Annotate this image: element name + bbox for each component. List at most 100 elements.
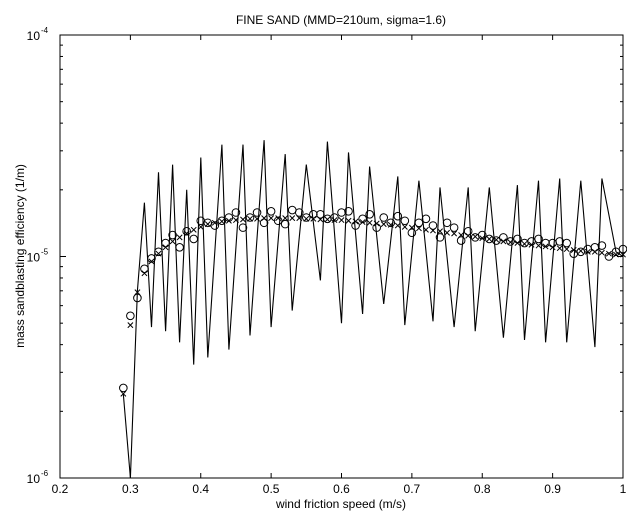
y-tick-exponent: -4 bbox=[41, 26, 49, 35]
cross-marker bbox=[225, 217, 232, 224]
cross-marker bbox=[451, 230, 458, 237]
circle-marker bbox=[126, 311, 135, 321]
x-tick-label: 0.9 bbox=[544, 482, 561, 496]
cross-marker bbox=[373, 220, 380, 227]
cross-marker bbox=[232, 217, 239, 224]
circle-marker bbox=[442, 218, 452, 228]
cross-marker bbox=[486, 236, 493, 242]
circle-marker bbox=[273, 216, 283, 226]
x-tick-label: 0.8 bbox=[474, 482, 491, 496]
cross-marker bbox=[310, 215, 317, 222]
circle-marker bbox=[330, 213, 339, 222]
cross-marker bbox=[268, 215, 275, 222]
x-tick-label: 0.4 bbox=[192, 482, 209, 496]
x-tick-label: 1 bbox=[620, 482, 627, 496]
circle-marker bbox=[252, 208, 262, 217]
circle-marker bbox=[238, 223, 248, 232]
cross-marker bbox=[190, 226, 197, 233]
circle-marker bbox=[597, 241, 607, 250]
x-tick-label: 0.3 bbox=[122, 482, 139, 496]
circle-marker bbox=[344, 206, 353, 216]
circle-marker bbox=[428, 221, 438, 230]
cross-marker bbox=[577, 247, 584, 254]
cross-marker bbox=[338, 217, 345, 224]
cross-marker bbox=[479, 235, 486, 242]
cross-marker bbox=[549, 244, 556, 251]
circle-marker bbox=[210, 221, 220, 230]
cross-marker bbox=[563, 246, 570, 253]
circle-marker bbox=[182, 226, 191, 236]
y-tick-label: 10 bbox=[27, 29, 41, 43]
circle-marker bbox=[217, 216, 227, 226]
circle-marker bbox=[456, 236, 466, 245]
cross-marker bbox=[556, 245, 563, 252]
circle-marker bbox=[379, 213, 389, 222]
circle-marker bbox=[393, 211, 403, 221]
circle-marker bbox=[400, 216, 410, 226]
circle-marker bbox=[189, 234, 199, 244]
x-tick-label: 0.5 bbox=[263, 482, 280, 496]
cross-marker bbox=[437, 228, 443, 235]
circle-marker bbox=[414, 218, 424, 228]
cross-marker bbox=[169, 238, 176, 245]
y-tick-label: 10 bbox=[27, 251, 41, 265]
plot-background bbox=[60, 35, 623, 478]
cross-marker bbox=[127, 322, 134, 329]
cross-marker bbox=[584, 248, 591, 255]
circle-marker bbox=[386, 218, 396, 228]
cross-marker bbox=[254, 215, 261, 222]
cross-marker bbox=[408, 224, 415, 231]
cross-marker bbox=[493, 236, 500, 243]
chart-title: FINE SAND (MMD=210um, sigma=1.6) bbox=[236, 13, 446, 27]
cross-marker bbox=[296, 215, 303, 222]
x-tick-label: 0.7 bbox=[404, 482, 421, 496]
cross-marker bbox=[345, 217, 352, 224]
cross-marker bbox=[591, 248, 598, 255]
circle-marker bbox=[259, 218, 269, 228]
cross-marker bbox=[415, 225, 422, 232]
x-axis: 0.2 0.3 0.4 0.5 0.6 0.7 0.8 0.9 1 bbox=[52, 35, 627, 496]
circle-marker bbox=[449, 223, 459, 232]
cross-marker bbox=[387, 221, 394, 228]
cross-marker bbox=[535, 242, 542, 249]
series-line bbox=[122, 140, 624, 479]
cross-marker bbox=[598, 249, 605, 256]
circle-marker bbox=[119, 383, 128, 393]
cross-marker bbox=[240, 216, 246, 223]
cross-marker bbox=[211, 219, 218, 226]
cross-marker bbox=[422, 226, 429, 233]
data-marks bbox=[119, 140, 627, 479]
cross-marker bbox=[120, 390, 127, 397]
cross-marker bbox=[444, 229, 451, 236]
cross-marker bbox=[331, 217, 338, 224]
circle-marker bbox=[421, 214, 431, 224]
cross-marker bbox=[141, 270, 148, 277]
cross-marker bbox=[380, 221, 387, 228]
circle-marker bbox=[175, 243, 184, 252]
cross-marker bbox=[162, 244, 169, 251]
circle-marker bbox=[463, 226, 473, 236]
cross-marker bbox=[366, 219, 373, 226]
cross-marker bbox=[394, 222, 401, 229]
circle-marker bbox=[168, 230, 177, 240]
y-tick-label: 10 bbox=[27, 472, 41, 486]
y-tick-exponent: -5 bbox=[41, 248, 49, 257]
circle-marker bbox=[294, 208, 304, 217]
cross-marker bbox=[261, 215, 268, 222]
x-tick-label: 0.2 bbox=[52, 482, 69, 496]
y-axis: 10-610-510-4 bbox=[27, 26, 623, 486]
cross-marker bbox=[514, 240, 521, 247]
cross-marker bbox=[303, 215, 310, 222]
cross-marker bbox=[218, 218, 225, 225]
circle-marker bbox=[316, 210, 325, 219]
x-axis-label: wind friction speed (m/s) bbox=[275, 497, 406, 511]
circle-marker bbox=[245, 213, 255, 222]
cross-marker bbox=[197, 223, 204, 230]
cross-marker bbox=[282, 215, 289, 222]
circle-marker bbox=[280, 219, 290, 229]
cross-marker bbox=[275, 215, 282, 222]
cross-marker bbox=[155, 250, 162, 257]
cross-marker bbox=[521, 240, 528, 247]
cross-marker bbox=[472, 233, 479, 240]
